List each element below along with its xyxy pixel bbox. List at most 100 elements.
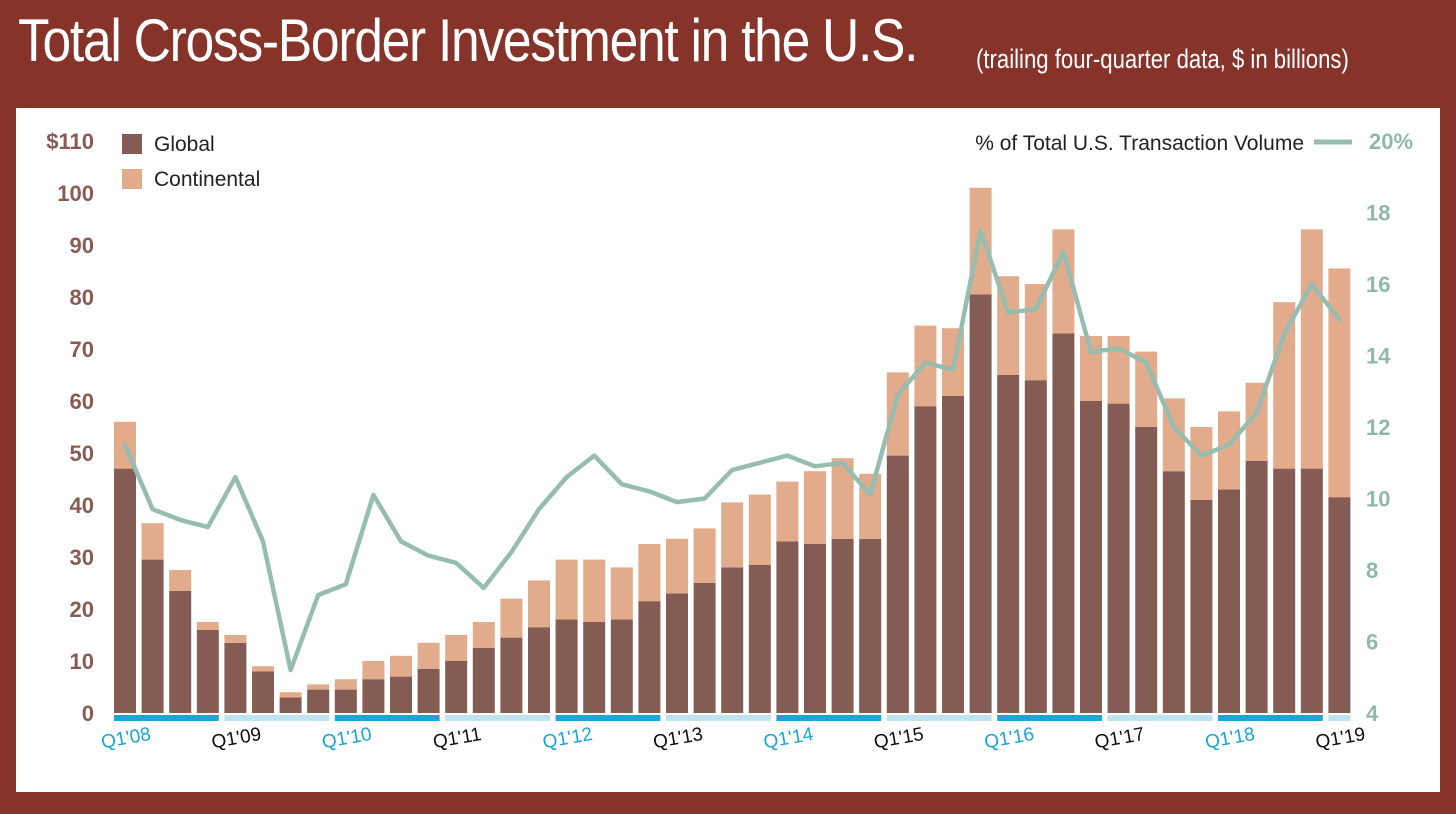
legend-label-global: Global [154, 133, 215, 156]
right-axis-tick: 18 [1366, 201, 1390, 226]
bar-global [169, 590, 192, 713]
x-axis: Q1'08 Q1'09 Q1'10 Q1'11 Q1'12 Q1'13 Q1'14 Q1'15… [100, 715, 1367, 753]
bar-continental [804, 471, 826, 544]
bar-global [1024, 380, 1047, 713]
bar-continental [390, 655, 412, 677]
left-axis-tick: 100 [57, 181, 94, 206]
bar-continental [776, 481, 799, 542]
left-axis-tick: 30 [70, 545, 94, 570]
x-axis-tick-label: Q1'18 [1204, 724, 1257, 753]
bar-global [1300, 468, 1323, 713]
bar-global [583, 622, 606, 713]
x-axis-band [666, 715, 771, 721]
bar-continental [583, 559, 606, 622]
right-axis-tick: 16 [1366, 272, 1390, 297]
bar-global [252, 671, 274, 713]
bar-continental [417, 642, 440, 669]
bar-continental [141, 523, 164, 560]
x-axis-tick-label: Q1'19 [1314, 724, 1367, 753]
bar-continental [1273, 302, 1296, 469]
bar-global [638, 601, 661, 713]
x-axis-band [886, 715, 992, 721]
bar-global [279, 697, 302, 713]
bar-global [555, 619, 578, 713]
x-axis-band [997, 715, 1102, 721]
x-axis-band [1107, 715, 1213, 721]
left-axis-tick: 80 [70, 285, 94, 310]
bar-global [307, 689, 330, 713]
bar-continental [1328, 268, 1351, 498]
bar-global [1162, 471, 1185, 713]
left-axis-tick: 0 [82, 701, 94, 726]
x-axis-band [224, 715, 330, 721]
bar-global [1328, 497, 1351, 713]
bar-global [1135, 427, 1158, 713]
bar-continental [252, 666, 274, 672]
bar-continental [1190, 427, 1213, 500]
bar-global [859, 538, 882, 713]
x-axis-band [1218, 715, 1323, 721]
x-axis-tick-label: Q1'15 [872, 724, 925, 753]
bar-global [969, 294, 992, 713]
bar-continental [1052, 229, 1075, 334]
bar-global [748, 564, 771, 713]
bar-continental [610, 567, 633, 620]
legend-label-line: % of Total U.S. Transaction Volume [975, 132, 1304, 155]
bar-global [114, 468, 136, 713]
bar-continental [169, 570, 192, 591]
x-axis-tick-label: Q1'13 [652, 724, 705, 753]
left-axis-tick: 70 [70, 337, 94, 362]
bar-global [804, 544, 826, 713]
x-axis-tick-label: Q1'17 [1093, 724, 1146, 753]
bar-global [886, 455, 909, 713]
bar-global [1245, 460, 1268, 713]
right-axis-tick: 12 [1366, 415, 1390, 440]
bar-continental [362, 661, 385, 680]
x-axis-tick-label: Q1'10 [320, 724, 373, 753]
bar-global [1080, 401, 1102, 713]
bar-continental [555, 559, 578, 620]
x-axis-tick-label: Q1'09 [210, 724, 263, 753]
right-axis-tick: 6 [1366, 630, 1378, 655]
bar-continental [1300, 229, 1323, 469]
bar-continental [693, 528, 716, 583]
bar-continental [748, 494, 771, 565]
x-axis-band [334, 715, 440, 721]
bar-global [1273, 468, 1296, 713]
bar-continental [886, 372, 909, 456]
bar-global [528, 627, 550, 713]
bar-continental [472, 622, 495, 648]
chart-panel: $110 100 90 80 70 60 50 40 30 20 10 0 20% 18 16 14 12 10… [16, 108, 1440, 792]
x-axis-tick-label: Q1'11 [431, 724, 483, 753]
left-axis-tick: 20 [70, 597, 94, 622]
bar-continental [666, 538, 688, 594]
bar-global [1190, 499, 1213, 713]
bar-continental [279, 692, 302, 698]
pct-line [122, 228, 1342, 673]
title-bar: Total Cross-Border Investment in the U.S… [18, 6, 1446, 106]
right-axis-tick: 14 [1366, 344, 1391, 369]
bar-global [997, 375, 1020, 713]
bar-global [942, 395, 964, 713]
bars-layer [114, 187, 1351, 713]
right-axis-tick: 8 [1366, 558, 1378, 583]
legend: Global Continental % of Total U.S. Trans… [122, 132, 1352, 191]
bar-global [1052, 333, 1075, 713]
bar-continental [831, 458, 854, 539]
bar-global [666, 593, 688, 713]
bar-global [390, 676, 412, 713]
bar-global [721, 567, 744, 713]
bar-global [610, 619, 633, 713]
bar-continental [1024, 284, 1047, 381]
bar-global [831, 538, 854, 713]
bar-global [445, 661, 468, 713]
bar-continental [638, 544, 661, 602]
bar-global [1218, 489, 1240, 713]
left-axis-tick: 50 [70, 441, 94, 466]
legend-label-continental: Continental [154, 168, 260, 191]
legend-swatch-continental [122, 169, 142, 189]
bar-global [776, 541, 799, 713]
bar-global [362, 679, 385, 713]
